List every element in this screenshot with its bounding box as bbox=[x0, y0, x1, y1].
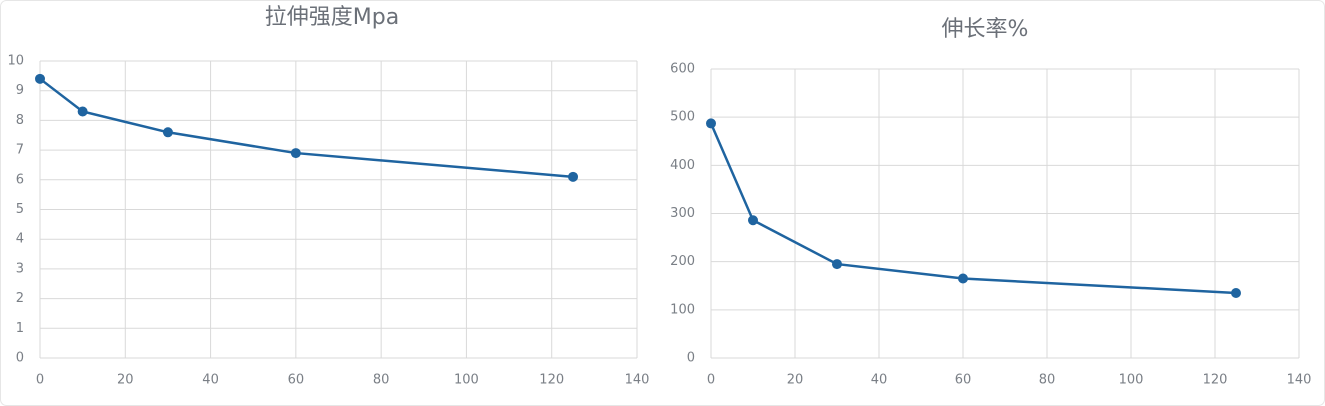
x-tick-label: 80 bbox=[373, 373, 390, 388]
data-point bbox=[706, 118, 716, 129]
x-tick-label: 60 bbox=[288, 373, 305, 388]
y-tick-label: 100 bbox=[670, 302, 695, 317]
x-tick-label: 20 bbox=[117, 373, 134, 388]
data-point bbox=[35, 73, 45, 84]
data-point bbox=[162, 127, 173, 138]
y-tick-label: 4 bbox=[16, 232, 24, 247]
x-tick-label: 140 bbox=[625, 373, 650, 388]
y-tick-label: 0 bbox=[16, 351, 24, 366]
y-tick-label: 500 bbox=[670, 110, 695, 125]
data-point bbox=[1231, 287, 1241, 298]
x-tick-label: 80 bbox=[1039, 373, 1056, 388]
chart-title: 拉伸强度Mpa bbox=[265, 5, 399, 30]
y-tick-label: 600 bbox=[670, 62, 695, 77]
y-tick-label: 0 bbox=[687, 351, 695, 366]
y-tick-label: 9 bbox=[16, 83, 24, 98]
x-tick-label: 120 bbox=[539, 373, 564, 388]
y-tick-label: 3 bbox=[16, 261, 24, 276]
x-tick-label: 140 bbox=[1287, 373, 1312, 388]
y-tick-label: 300 bbox=[670, 206, 695, 221]
x-tick-label: 100 bbox=[454, 373, 479, 388]
y-tick-label: 8 bbox=[16, 113, 24, 128]
x-tick-label: 40 bbox=[871, 373, 888, 388]
chart-title: 伸长率% bbox=[942, 17, 1029, 42]
data-point bbox=[958, 273, 968, 284]
y-tick-label: 6 bbox=[16, 172, 24, 187]
data-point bbox=[568, 171, 579, 182]
y-tick-label: 2 bbox=[16, 291, 24, 306]
y-tick-label: 7 bbox=[16, 143, 24, 158]
y-tick-label: 10 bbox=[7, 54, 24, 69]
x-tick-label: 0 bbox=[36, 373, 44, 388]
y-tick-label: 200 bbox=[670, 254, 695, 269]
x-tick-label: 100 bbox=[1119, 373, 1144, 388]
x-tick-label: 0 bbox=[707, 373, 715, 388]
x-tick-label: 20 bbox=[787, 373, 804, 388]
y-tick-label: 1 bbox=[16, 321, 24, 336]
y-tick-label: 400 bbox=[670, 158, 695, 173]
x-tick-label: 120 bbox=[1203, 373, 1228, 388]
y-tick-label: 5 bbox=[16, 202, 24, 217]
data-point bbox=[290, 148, 301, 159]
data-point bbox=[77, 106, 88, 117]
x-tick-label: 60 bbox=[955, 373, 972, 388]
data-point bbox=[832, 259, 842, 270]
x-tick-label: 40 bbox=[202, 373, 219, 388]
data-point bbox=[748, 215, 758, 226]
